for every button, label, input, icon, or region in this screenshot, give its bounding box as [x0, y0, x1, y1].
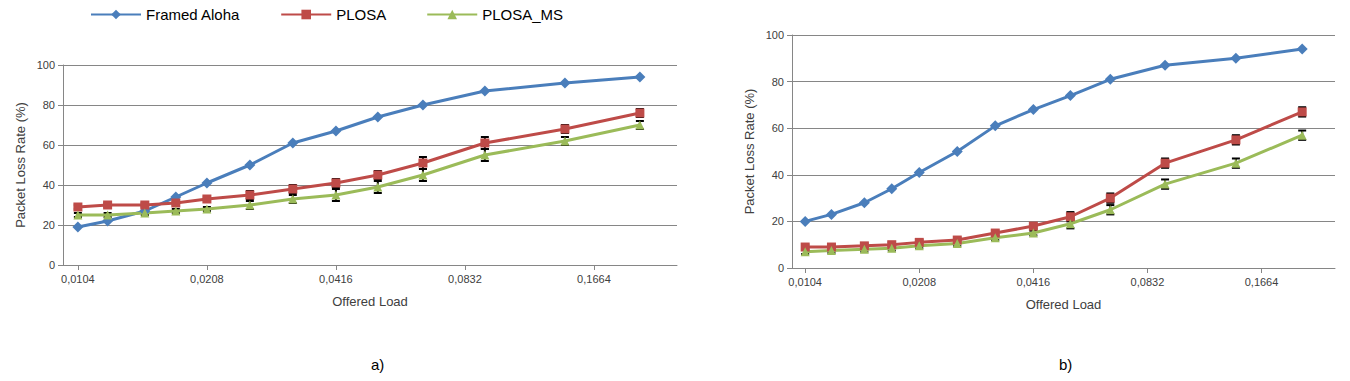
svg-text:0,0104: 0,0104 — [61, 273, 95, 285]
svg-text:40: 40 — [43, 179, 55, 191]
svg-text:0,0832: 0,0832 — [448, 273, 482, 285]
svg-text:0: 0 — [49, 259, 55, 271]
svg-text:Packet Loss Rate (%): Packet Loss Rate (%) — [742, 89, 757, 215]
svg-text:20: 20 — [772, 215, 784, 227]
svg-text:0,1664: 0,1664 — [577, 273, 611, 285]
svg-text:Offered Load: Offered Load — [1026, 297, 1102, 312]
svg-text:b): b) — [1059, 356, 1072, 373]
svg-text:0,0416: 0,0416 — [319, 273, 353, 285]
svg-text:Packet Loss Rate (%): Packet Loss Rate (%) — [13, 102, 28, 228]
svg-text:0,0208: 0,0208 — [902, 276, 936, 288]
svg-text:0,0208: 0,0208 — [190, 273, 224, 285]
svg-text:20: 20 — [43, 219, 55, 231]
svg-text:Offered Load: Offered Load — [332, 294, 408, 309]
svg-text:PLOSA_MS: PLOSA_MS — [482, 6, 563, 23]
svg-text:40: 40 — [772, 169, 784, 181]
svg-text:60: 60 — [772, 122, 784, 134]
svg-text:0,0104: 0,0104 — [788, 276, 822, 288]
svg-text:80: 80 — [772, 76, 784, 88]
svg-text:0,0832: 0,0832 — [1131, 276, 1165, 288]
svg-text:0: 0 — [778, 262, 784, 274]
svg-text:60: 60 — [43, 139, 55, 151]
svg-text:80: 80 — [43, 99, 55, 111]
svg-text:100: 100 — [766, 29, 784, 41]
svg-text:0,0416: 0,0416 — [1017, 276, 1051, 288]
svg-text:0,1664: 0,1664 — [1245, 276, 1279, 288]
svg-text:PLOSA: PLOSA — [336, 6, 386, 23]
svg-text:a): a) — [371, 356, 384, 373]
svg-text:Framed Aloha: Framed Aloha — [146, 6, 240, 23]
svg-text:100: 100 — [37, 59, 55, 71]
